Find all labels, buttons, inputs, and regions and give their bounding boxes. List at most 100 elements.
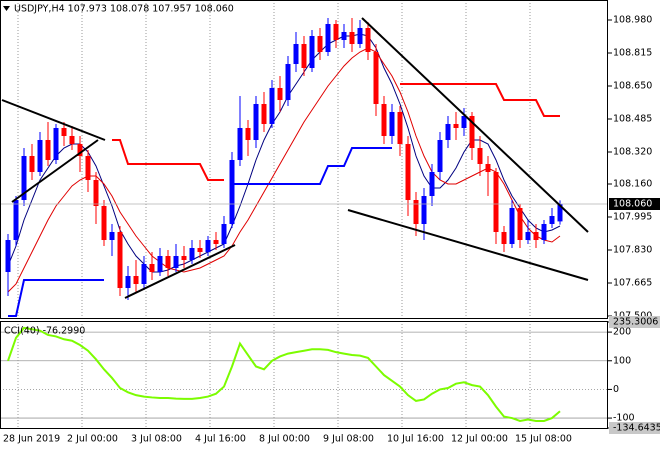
y-tick-label: 108.650 <box>613 81 652 92</box>
candle-body <box>125 276 131 288</box>
x-tick-label: 9 Jul 08:00 <box>323 434 374 445</box>
candle-body <box>293 44 299 64</box>
candle-body <box>397 112 403 144</box>
indicator-line <box>8 147 392 317</box>
candle-body <box>53 128 59 160</box>
candle-body <box>309 36 315 68</box>
indicator-line <box>7 326 561 422</box>
candle-body <box>445 124 451 140</box>
y-tick-label: 100 <box>613 355 631 366</box>
y-tick-label: 108.320 <box>613 147 652 158</box>
y-tick-label: 108.160 <box>613 179 652 190</box>
y-tick-label: 0 <box>613 384 619 395</box>
candle-body <box>533 232 539 240</box>
candle-body <box>133 276 139 284</box>
y-tick-label: 107.830 <box>613 245 652 256</box>
candle-body <box>421 196 427 224</box>
candle-body <box>5 240 11 272</box>
candle-body <box>373 52 379 104</box>
last-price-label: 108.060 <box>613 199 652 210</box>
y-tick-label: 107.995 <box>613 212 652 223</box>
candle-body <box>453 124 459 128</box>
candle-body <box>461 116 467 128</box>
candle-body <box>317 36 323 52</box>
candle-body <box>197 248 203 252</box>
candle-body <box>261 104 267 124</box>
menu-arrow[interactable] <box>3 6 10 11</box>
y-tick-label: 235.3006 <box>613 317 658 328</box>
candle-body <box>181 256 187 260</box>
y-tick-label: 107.665 <box>613 278 652 289</box>
x-tick-label: 3 Jul 08:00 <box>131 434 182 445</box>
candle-body <box>477 148 483 164</box>
candle-body <box>517 208 523 240</box>
candle-body <box>381 104 387 136</box>
y-tick-label: 108.980 <box>613 15 652 26</box>
candle-body <box>93 180 99 206</box>
candle-body <box>189 248 195 260</box>
candle-body <box>85 156 91 180</box>
candle-body <box>429 172 435 196</box>
candle-body <box>149 264 155 272</box>
candle-body <box>493 172 499 232</box>
plot <box>0 18 608 422</box>
candle-body <box>509 208 515 244</box>
candle-body <box>141 264 147 284</box>
candle-body <box>301 44 307 68</box>
candle-body <box>37 140 43 172</box>
candle-body <box>557 204 563 222</box>
candle-body <box>277 88 283 100</box>
candle-body <box>69 136 75 144</box>
indicator-title: CCI(40) -76.2990 <box>4 326 85 337</box>
candle-body <box>357 28 363 44</box>
candle-body <box>237 128 243 160</box>
candle-body <box>525 232 531 240</box>
label-box <box>609 422 660 434</box>
candle-body <box>485 164 491 172</box>
candle-body <box>229 160 235 224</box>
candle-body <box>101 206 107 240</box>
indicator-line <box>7 47 561 293</box>
trendline <box>361 17 589 233</box>
trendline <box>11 139 99 203</box>
y-tick-label: 200 <box>613 327 631 338</box>
candle-body <box>45 140 51 160</box>
candle-body <box>341 32 347 40</box>
candle-body <box>117 232 123 288</box>
candle-body <box>165 256 171 268</box>
candle-body <box>221 224 227 244</box>
candle-body <box>13 200 19 240</box>
candle-body <box>469 116 475 148</box>
candle-body <box>21 156 27 200</box>
candle-body <box>205 240 211 252</box>
candle-body <box>501 232 507 244</box>
candle-body <box>29 156 35 172</box>
candle-body <box>389 112 395 136</box>
candle-body <box>413 200 419 224</box>
candle-body <box>269 88 275 124</box>
last-price-box <box>609 198 660 210</box>
indicator-line <box>112 83 560 181</box>
x-tick-label: 10 Jul 16:00 <box>387 434 444 445</box>
candle-body <box>173 256 179 268</box>
candle-body <box>253 104 259 140</box>
y-tick-label: 108.485 <box>613 114 652 125</box>
candle-body <box>349 32 355 44</box>
candle-body <box>109 232 115 240</box>
x-tick-label: 4 Jul 16:00 <box>195 434 246 445</box>
cci-frame <box>0 321 608 429</box>
trendline <box>124 244 236 299</box>
candle-body <box>437 140 443 172</box>
candle-body <box>245 128 251 140</box>
candle-body <box>285 64 291 100</box>
y-tick-label: 108.815 <box>613 48 652 59</box>
candle-body <box>77 144 83 156</box>
x-tick-label: 8 Jul 00:00 <box>259 434 310 445</box>
label-box <box>609 316 660 328</box>
y-tick-label: -134.6435 <box>613 423 660 434</box>
indicator-line <box>7 33 561 273</box>
main-frame <box>0 0 608 319</box>
candle-body <box>365 28 371 52</box>
